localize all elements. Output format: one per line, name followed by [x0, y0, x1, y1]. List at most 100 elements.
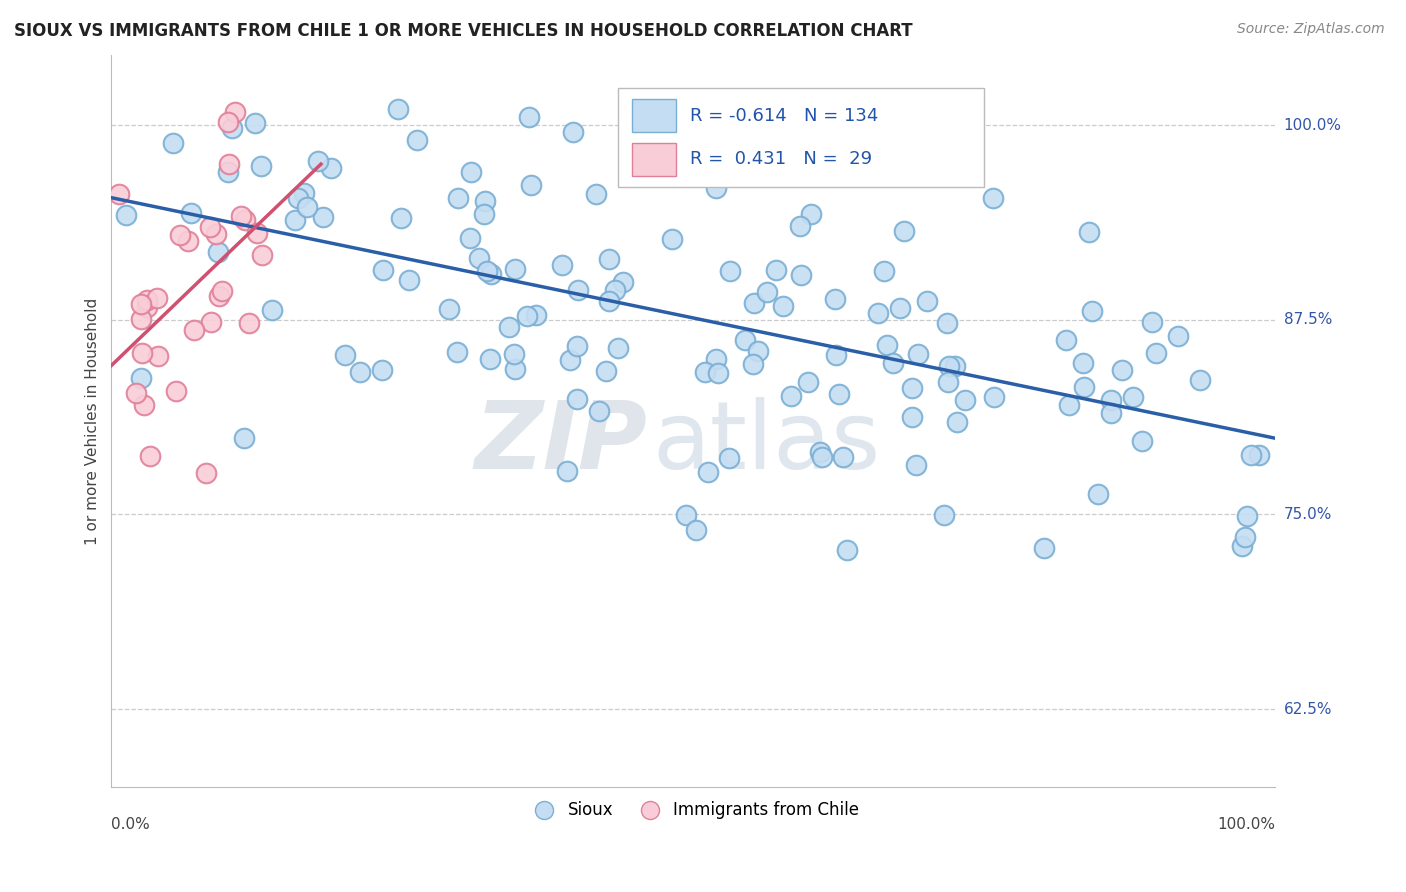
- Point: [1077, 225, 1099, 239]
- Point: [612, 275, 634, 289]
- Point: [371, 363, 394, 377]
- Point: [598, 294, 620, 309]
- Point: [292, 186, 315, 200]
- Point: [551, 258, 574, 272]
- Point: [224, 105, 246, 120]
- Point: [474, 207, 496, 221]
- FancyBboxPatch shape: [631, 99, 676, 132]
- Point: [1099, 406, 1122, 420]
- Point: [825, 347, 848, 361]
- Point: [866, 306, 889, 320]
- Point: [498, 320, 520, 334]
- Point: [567, 284, 589, 298]
- Point: [565, 392, 588, 406]
- Point: [139, 450, 162, 464]
- Point: [217, 115, 239, 129]
- Point: [943, 359, 966, 373]
- Point: [981, 191, 1004, 205]
- Point: [208, 289, 231, 303]
- Point: [1087, 486, 1109, 500]
- Point: [243, 116, 266, 130]
- Y-axis label: 1 or more Vehicles in Household: 1 or more Vehicles in Household: [86, 297, 100, 545]
- Point: [131, 371, 153, 385]
- Point: [516, 309, 538, 323]
- Point: [555, 464, 578, 478]
- Point: [907, 347, 929, 361]
- Point: [218, 157, 240, 171]
- Point: [1122, 390, 1144, 404]
- Point: [661, 232, 683, 246]
- Point: [398, 273, 420, 287]
- Point: [1236, 509, 1258, 524]
- Text: R =  0.431   N =  29: R = 0.431 N = 29: [690, 151, 872, 169]
- Point: [262, 302, 284, 317]
- Point: [755, 285, 778, 299]
- Point: [107, 187, 129, 202]
- Point: [129, 311, 152, 326]
- Point: [742, 295, 765, 310]
- Point: [936, 316, 959, 330]
- Point: [204, 227, 226, 241]
- Point: [475, 264, 498, 278]
- Point: [901, 380, 924, 394]
- Point: [447, 191, 470, 205]
- Point: [938, 359, 960, 373]
- Point: [811, 450, 834, 464]
- Point: [953, 392, 976, 407]
- Point: [889, 301, 911, 315]
- Text: 100.0%: 100.0%: [1284, 118, 1341, 133]
- Text: 0.0%: 0.0%: [111, 817, 150, 832]
- Text: ZIP: ZIP: [474, 397, 647, 489]
- Point: [503, 346, 526, 360]
- Point: [983, 391, 1005, 405]
- Point: [742, 357, 765, 371]
- Point: [718, 264, 741, 278]
- Point: [221, 120, 243, 135]
- Point: [675, 508, 697, 523]
- Point: [561, 125, 583, 139]
- Point: [827, 387, 849, 401]
- Point: [1144, 346, 1167, 360]
- Point: [405, 133, 427, 147]
- Point: [194, 467, 217, 481]
- Point: [1247, 448, 1270, 462]
- Point: [808, 445, 831, 459]
- Point: [460, 165, 482, 179]
- Point: [246, 226, 269, 240]
- Point: [747, 343, 769, 358]
- Point: [458, 231, 481, 245]
- Point: [932, 508, 955, 523]
- Point: [603, 283, 626, 297]
- Point: [295, 200, 318, 214]
- Point: [519, 178, 541, 192]
- Point: [146, 349, 169, 363]
- Text: 100.0%: 100.0%: [1218, 817, 1275, 832]
- Point: [831, 450, 853, 464]
- Point: [183, 323, 205, 337]
- Legend: Sioux, Immigrants from Chile: Sioux, Immigrants from Chile: [522, 795, 866, 826]
- Point: [872, 264, 894, 278]
- Point: [135, 300, 157, 314]
- Point: [211, 284, 233, 298]
- Point: [125, 386, 148, 401]
- Point: [250, 248, 273, 262]
- Point: [115, 209, 138, 223]
- Point: [177, 234, 200, 248]
- Text: Source: ZipAtlas.com: Source: ZipAtlas.com: [1237, 22, 1385, 37]
- Point: [585, 187, 607, 202]
- Point: [284, 212, 307, 227]
- Point: [162, 136, 184, 150]
- Point: [1032, 541, 1054, 556]
- Point: [588, 403, 610, 417]
- Point: [772, 299, 794, 313]
- Point: [1230, 540, 1253, 554]
- Point: [567, 339, 589, 353]
- Text: R = -0.614   N = 134: R = -0.614 N = 134: [690, 106, 879, 125]
- Point: [1189, 373, 1212, 387]
- Point: [800, 206, 823, 220]
- Point: [704, 180, 727, 194]
- Point: [598, 252, 620, 267]
- Point: [1239, 448, 1261, 462]
- Point: [198, 220, 221, 235]
- Point: [389, 211, 412, 226]
